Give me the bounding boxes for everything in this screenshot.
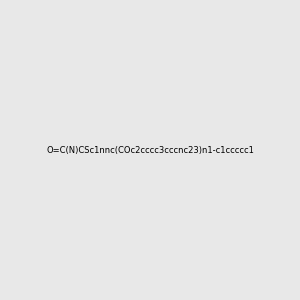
- Text: O=C(N)CSc1nnc(COc2cccc3cccnc23)n1-c1ccccc1: O=C(N)CSc1nnc(COc2cccc3cccnc23)n1-c1cccc…: [46, 146, 254, 154]
